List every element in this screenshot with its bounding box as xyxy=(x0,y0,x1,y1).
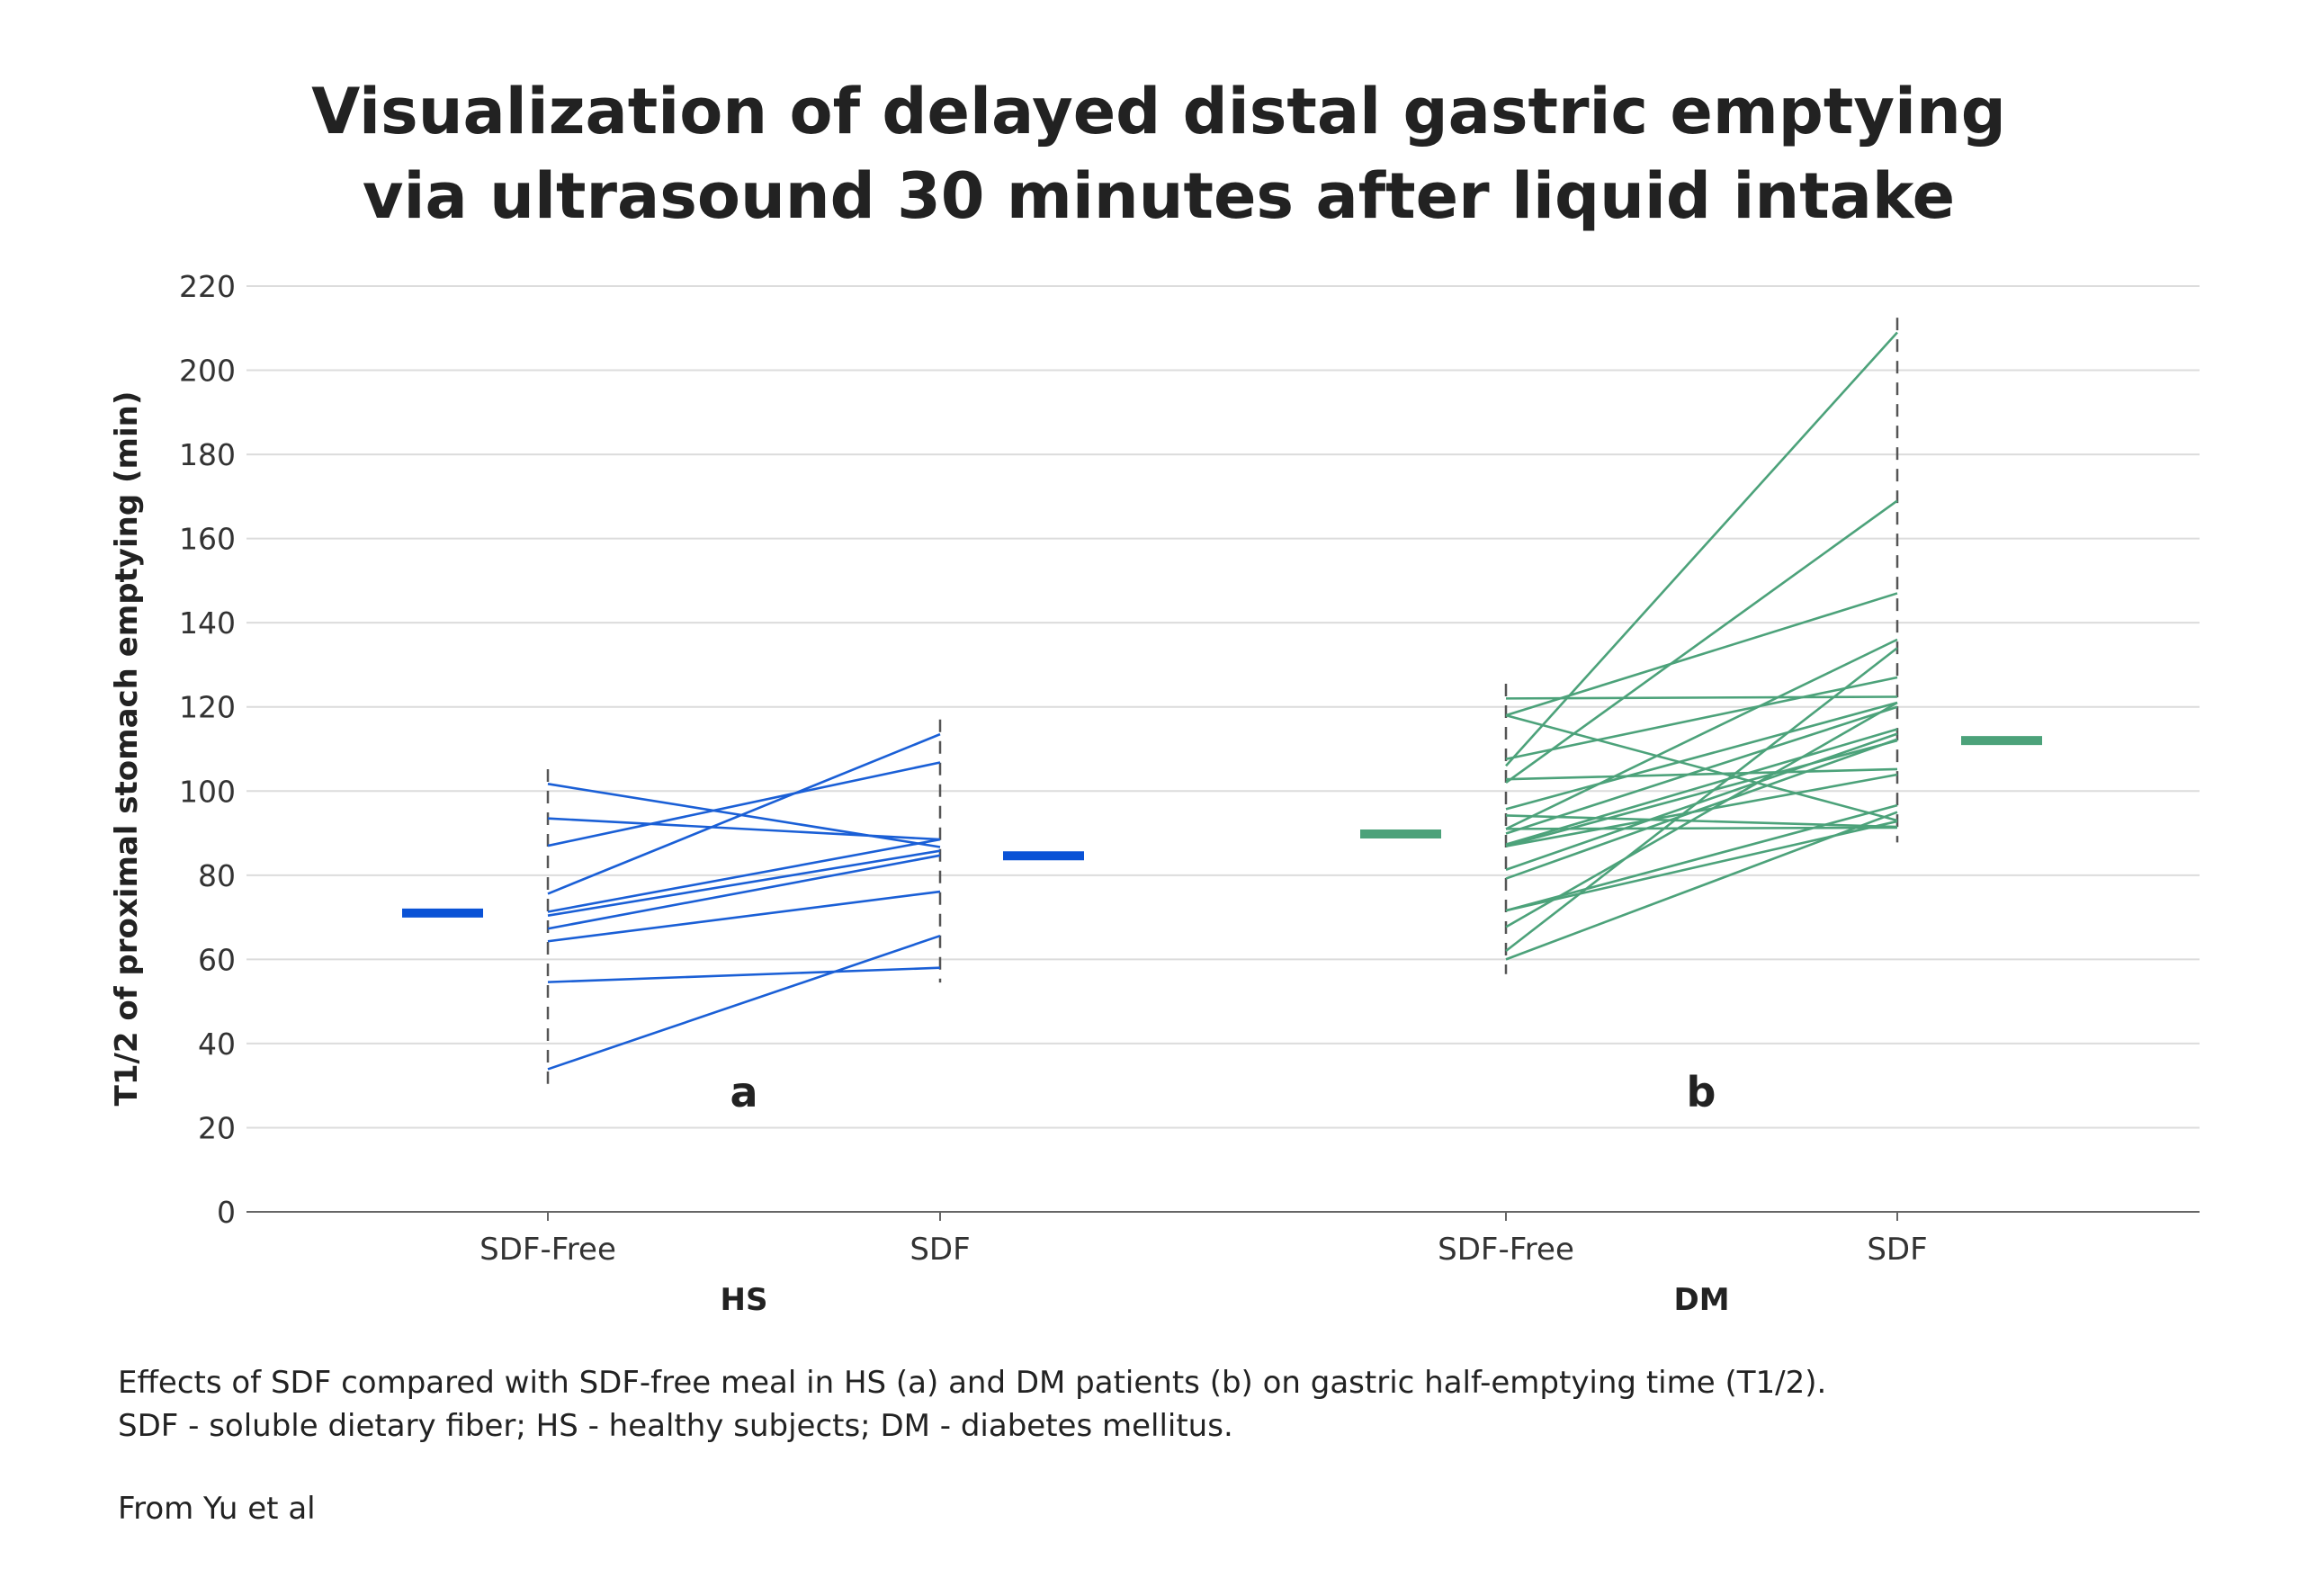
subject-line xyxy=(1505,638,1898,830)
subject-line xyxy=(1505,767,1898,781)
y-tick-label: 160 xyxy=(179,522,236,557)
x-category-label: SDF-Free xyxy=(1438,1232,1574,1268)
subject-line xyxy=(547,966,941,983)
x-group-label: HS xyxy=(721,1282,768,1318)
subject-line xyxy=(1505,826,1898,830)
x-group-label: DM xyxy=(1673,1282,1729,1318)
subject-line xyxy=(547,783,941,848)
caption-source: From Yu et al xyxy=(118,1491,316,1527)
subject-line xyxy=(547,761,941,847)
y-axis-label: T1/2 of proximal stomach emptying (min) xyxy=(109,391,145,1107)
subject-line xyxy=(1505,701,1898,928)
group-dm: b xyxy=(1360,318,2042,1116)
subject-line xyxy=(547,732,941,895)
subject-line xyxy=(547,934,941,1071)
x-category-label: SDF-Free xyxy=(479,1232,616,1268)
subject-line xyxy=(1505,738,1898,880)
y-tick-label: 80 xyxy=(198,858,236,893)
subject-line xyxy=(1505,820,1898,912)
caption-line1: Effects of SDF compared with SDF-free me… xyxy=(118,1365,1826,1401)
subject-line xyxy=(1505,701,1898,811)
y-tick-label: 40 xyxy=(198,1027,236,1062)
subject-line xyxy=(1505,739,1898,847)
subject-line xyxy=(1505,773,1898,847)
subject-line xyxy=(547,890,941,943)
subject-line xyxy=(1505,705,1898,835)
y-tick-label: 180 xyxy=(179,437,236,472)
x-category-label: SDF xyxy=(910,1232,970,1268)
gridlines xyxy=(246,285,2200,1213)
y-tick-label: 140 xyxy=(179,605,236,641)
subject-line xyxy=(1505,331,1898,767)
panel-label: b xyxy=(1687,1068,1716,1116)
caption-line2: SDF - soluble dietary fiber; HS - health… xyxy=(118,1408,1233,1444)
group-hs: a xyxy=(402,719,1084,1116)
y-tick-label: 120 xyxy=(179,690,236,725)
y-tick-label: 60 xyxy=(198,942,236,977)
subject-line xyxy=(1505,814,1898,829)
subject-line xyxy=(547,854,941,930)
y-tick-label: 100 xyxy=(179,774,236,809)
subject-line xyxy=(547,849,941,918)
chart-title-line1: Visualization of delayed distal gastric … xyxy=(311,75,2006,148)
panel-label: a xyxy=(730,1068,757,1116)
y-tick-label: 200 xyxy=(179,354,236,389)
y-tick-label: 20 xyxy=(198,1110,236,1145)
subject-line xyxy=(1505,676,1898,760)
chart-title-line2: via ultrasound 30 minutes after liquid i… xyxy=(363,159,1955,233)
subject-line xyxy=(547,817,941,841)
y-tick-label: 0 xyxy=(217,1195,236,1230)
x-axis-labels: SDF-Free SDF HS SDF-Free SDF DM xyxy=(479,1212,1928,1318)
subject-line xyxy=(1505,713,1898,822)
subject-line xyxy=(1505,803,1898,912)
subject-line xyxy=(547,838,941,913)
subject-line xyxy=(1505,647,1898,953)
subject-line xyxy=(1505,499,1898,784)
subject-line xyxy=(1505,592,1898,717)
y-axis-ticks: 0 20 40 60 80 100 120 140 160 180 200 220 xyxy=(179,269,236,1230)
subject-line xyxy=(1505,728,1898,846)
subject-line xyxy=(1505,732,1898,871)
x-category-label: SDF xyxy=(1867,1232,1927,1268)
y-tick-label: 220 xyxy=(179,269,236,304)
subject-line xyxy=(1505,695,1898,700)
